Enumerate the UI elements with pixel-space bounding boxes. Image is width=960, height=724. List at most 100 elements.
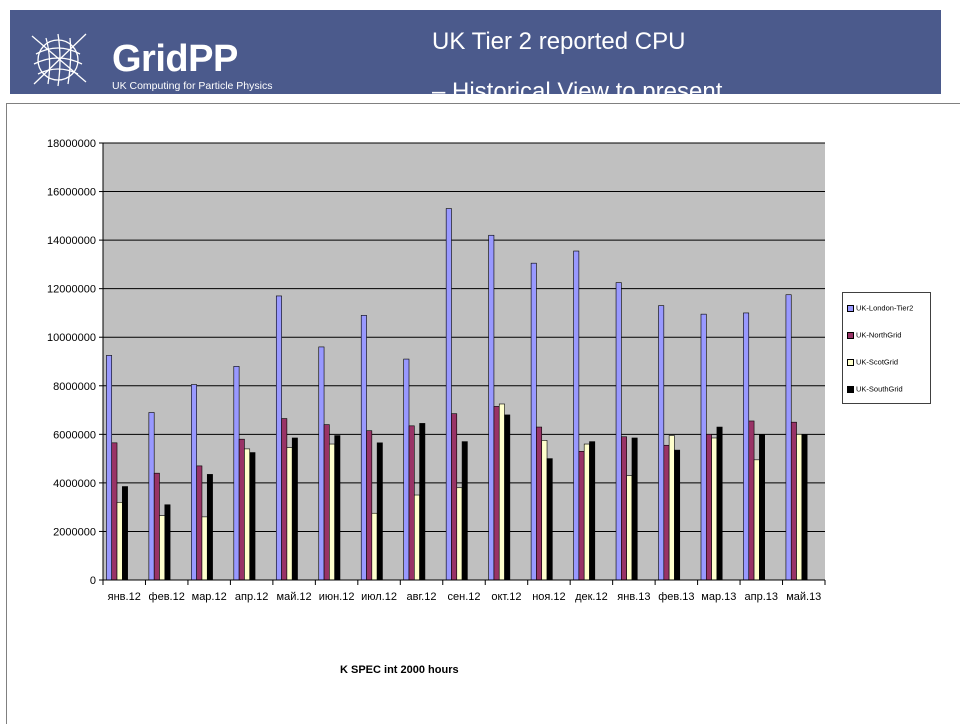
- legend-label: UK-ScotGrid: [856, 357, 899, 367]
- bar: [164, 504, 171, 581]
- bar: [790, 421, 797, 581]
- bar: [148, 412, 155, 581]
- bar: [615, 282, 622, 581]
- bar: [573, 250, 580, 581]
- x-tick-label: дек.12: [575, 591, 608, 603]
- x-tick-label: янв.12: [108, 591, 141, 603]
- bar: [493, 406, 500, 581]
- chart-area: [6, 103, 960, 724]
- header-banner: GridPP UK Computing for Particle Physics…: [10, 10, 941, 105]
- bar: [122, 486, 128, 581]
- bar: [504, 414, 511, 581]
- bar: [621, 436, 627, 581]
- bar: [159, 515, 166, 581]
- x-tick-label: май.13: [786, 591, 821, 603]
- logo-title: GridPP: [112, 38, 238, 80]
- slide-title-line-1: UK Tier 2 reported CPU: [432, 28, 686, 55]
- bar: [106, 355, 113, 581]
- x-tick-label: ноя.12: [532, 591, 565, 603]
- bar: [748, 420, 755, 581]
- x-tick-label: мар.12: [192, 591, 227, 603]
- legend-item: UK-London-Tier2: [847, 303, 929, 313]
- bar: [626, 475, 633, 581]
- bar: [668, 435, 675, 581]
- bar: [743, 312, 750, 581]
- bar: [658, 305, 665, 581]
- bar: [583, 443, 590, 581]
- gridpp-logo: GridPP UK Computing for Particle Physics: [28, 24, 272, 94]
- y-tick-label: 18000000: [47, 138, 96, 150]
- bar: [323, 424, 330, 581]
- bar: [201, 516, 208, 581]
- bar: [206, 474, 213, 581]
- bar: [366, 430, 373, 581]
- bar: [318, 346, 325, 581]
- x-tick-label: сен.12: [448, 591, 481, 603]
- legend-swatch: [847, 331, 854, 339]
- bar: [801, 434, 808, 581]
- bar: [716, 426, 723, 581]
- bar: [281, 418, 288, 581]
- bar: [419, 423, 426, 581]
- bar: [796, 434, 803, 581]
- bar: [329, 443, 335, 581]
- bar: [663, 444, 670, 581]
- legend-swatch: [847, 385, 854, 393]
- y-tick-label: 14000000: [47, 235, 96, 247]
- bar: [403, 358, 410, 581]
- bar: [153, 472, 160, 581]
- bar: [291, 437, 298, 581]
- bar: [244, 448, 251, 581]
- legend-item: UK-NorthGrid: [847, 330, 929, 340]
- x-tick-label: фев.13: [658, 591, 694, 603]
- grid-globe-icon: [31, 33, 87, 87]
- bar: [286, 447, 293, 581]
- legend-swatch: [847, 358, 854, 366]
- legend-item: UK-SouthGrid: [847, 384, 929, 394]
- bar: [546, 458, 553, 581]
- bar: [445, 208, 452, 581]
- bar: [408, 425, 415, 581]
- bar: [275, 295, 282, 581]
- legend-swatch: [847, 304, 854, 312]
- bar: [371, 512, 378, 581]
- bar: [456, 487, 463, 581]
- y-tick-label: 16000000: [47, 187, 96, 199]
- bar: [498, 403, 505, 581]
- legend: UK-London-Tier2 UK-NorthGrid UK-ScotGrid…: [842, 292, 931, 404]
- bar: [711, 437, 718, 581]
- bar: [631, 437, 638, 581]
- bar: [249, 452, 256, 581]
- bar: [461, 441, 468, 581]
- x-tick-label: янв.13: [617, 591, 650, 603]
- bar: [360, 315, 367, 581]
- bar: [191, 384, 197, 581]
- x-tick-label: июл.12: [361, 591, 397, 603]
- y-tick-label: 0: [90, 575, 96, 587]
- bar: [233, 366, 240, 581]
- y-tick-label: 10000000: [47, 332, 96, 344]
- slide-title-line-2: – Historical View to present: [432, 78, 723, 105]
- legend-label: UK-London-Tier2: [856, 303, 914, 313]
- bar: [785, 294, 792, 581]
- x-tick-label: апр.13: [745, 591, 778, 603]
- y-tick-label: 8000000: [53, 381, 96, 393]
- legend-item: UK-ScotGrid: [847, 357, 929, 367]
- bar: [578, 451, 585, 581]
- bar: [541, 440, 548, 581]
- y-tick-label: 6000000: [53, 429, 96, 441]
- bar: [705, 434, 712, 581]
- bar: [753, 459, 760, 581]
- bar: [238, 438, 245, 581]
- x-tick-label: апр.12: [235, 591, 268, 603]
- x-tick-label: окт.12: [491, 591, 521, 603]
- x-tick-label: фев.12: [149, 591, 185, 603]
- bar: [196, 465, 203, 581]
- legend-label: UK-NorthGrid: [856, 330, 902, 340]
- bar: [530, 262, 537, 581]
- bar: [488, 234, 495, 581]
- bar: [414, 494, 420, 581]
- x-tick-label: мар.13: [701, 591, 736, 603]
- x-axis-title: K SPEC int 2000 hours: [340, 664, 459, 676]
